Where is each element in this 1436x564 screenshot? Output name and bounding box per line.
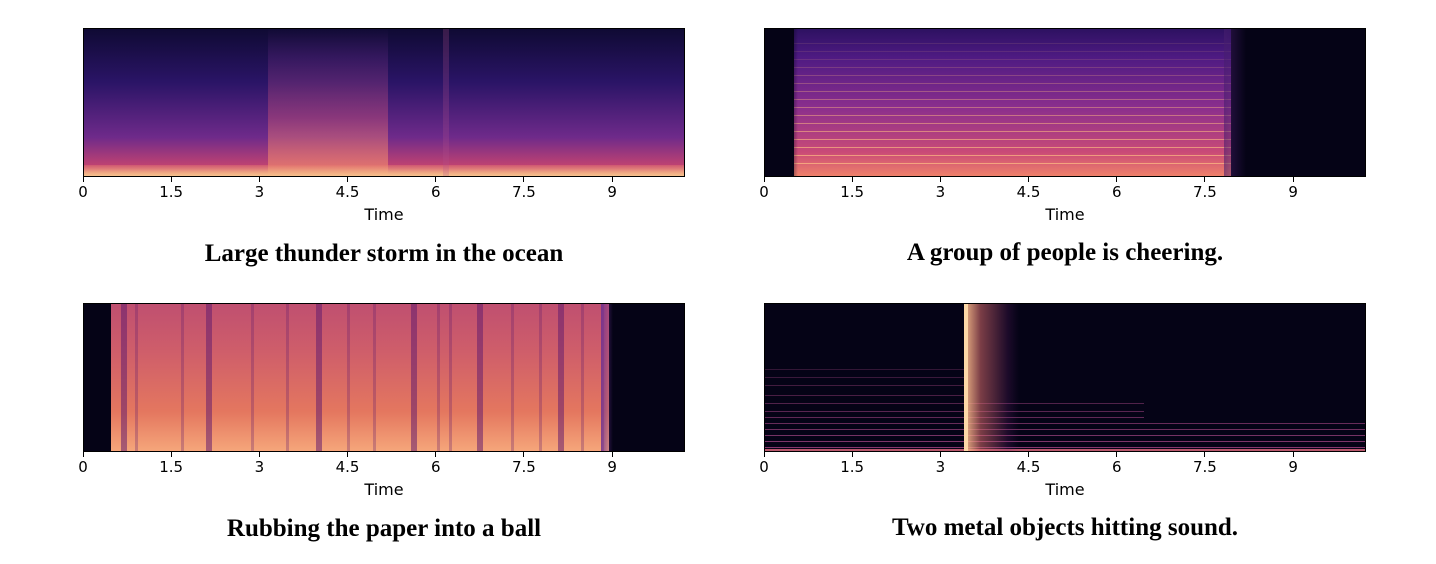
spectrogram-image	[83, 303, 685, 452]
x-axis-label: Time	[1045, 205, 1085, 224]
x-tick-label: 4.5	[1016, 183, 1041, 201]
x-tick-label: 4.5	[335, 183, 360, 201]
spectrogram-panel-metal: 0 1.5 3 4.5 6 7.5 9 Time Two metal objects hitt…	[759, 303, 1366, 553]
x-axis: 0 1.5 3 4.5 6 7.5 9 Time	[759, 177, 1366, 224]
x-axis-label: Time	[364, 480, 404, 499]
x-tick-mark	[1028, 177, 1030, 182]
spectrogram-panel-cheering: 0 1.5 3 4.5 6 7.5 9 Time A group of people is c…	[759, 28, 1366, 278]
x-tick-label: 4.5	[335, 458, 360, 476]
x-tick-mark	[82, 177, 84, 182]
x-tick-mark	[82, 452, 84, 457]
x-tick-label: 9	[607, 458, 617, 476]
x-tick-label: 0	[759, 183, 769, 201]
x-tick-mark	[1204, 452, 1206, 457]
x-tick-mark	[851, 452, 853, 457]
panel-caption: Rubbing the paper into a ball	[226, 515, 542, 542]
x-tick-label: 1.5	[159, 458, 184, 476]
x-tick-mark	[435, 177, 437, 182]
x-tick-mark	[170, 452, 172, 457]
x-tick-mark	[347, 177, 349, 182]
x-tick-mark	[1292, 177, 1294, 182]
x-axis-label: Time	[364, 205, 404, 224]
x-tick-mark	[763, 177, 765, 182]
x-tick-mark	[611, 177, 613, 182]
x-tick-mark	[763, 452, 765, 457]
x-tick-mark	[1028, 452, 1030, 457]
x-tick-label: 3	[935, 183, 946, 201]
x-tick-label: 1.5	[159, 183, 184, 201]
x-tick-mark	[347, 452, 349, 457]
spectrogram-panel-thunder: 0 1.5 3 4.5 6 7.5 9 Time Large thunder storm in…	[78, 28, 685, 278]
x-tick-label: 4.5	[1016, 458, 1041, 476]
x-tick-label: 3	[254, 183, 265, 201]
x-tick-mark	[523, 452, 525, 457]
x-tick-mark	[1116, 177, 1118, 182]
x-tick-label: 9	[607, 183, 617, 201]
x-tick-label: 6	[430, 458, 441, 476]
x-axis: 0 1.5 3 4.5 6 7.5 9 Time	[78, 452, 685, 499]
x-tick-label: 6	[430, 183, 441, 201]
x-tick-label: 3	[935, 458, 946, 476]
x-tick-mark	[611, 452, 613, 457]
x-tick-label: 9	[1288, 183, 1298, 201]
spectrogram-image	[764, 28, 1366, 177]
x-tick-label: 0	[78, 458, 88, 476]
x-tick-label: 7.5	[511, 183, 536, 201]
panel-caption: A group of people is cheering.	[906, 239, 1224, 266]
x-tick-label: 0	[78, 183, 88, 201]
x-tick-label: 0	[759, 458, 769, 476]
x-tick-label: 6	[1111, 183, 1122, 201]
panel-caption: Two metal objects hitting sound.	[891, 514, 1239, 541]
x-tick-mark	[170, 177, 172, 182]
x-tick-mark	[435, 452, 437, 457]
x-axis: 0 1.5 3 4.5 6 7.5 9 Time	[759, 452, 1366, 499]
x-tick-label: 7.5	[1192, 458, 1217, 476]
x-tick-label: 7.5	[511, 458, 536, 476]
x-tick-mark	[851, 177, 853, 182]
x-tick-label: 1.5	[840, 183, 865, 201]
x-tick-mark	[939, 452, 941, 457]
x-tick-label: 7.5	[1192, 183, 1217, 201]
x-tick-mark	[939, 177, 941, 182]
x-tick-label: 3	[254, 458, 265, 476]
x-tick-mark	[1204, 177, 1206, 182]
spectrogram-panel-paper: 0 1.5 3 4.5 6 7.5 9 Time Rubbing the paper into…	[78, 303, 685, 553]
x-axis: 0 1.5 3 4.5 6 7.5 9 Time	[78, 177, 685, 224]
spectrogram-image	[83, 28, 685, 177]
panel-caption: Large thunder storm in the ocean	[204, 240, 564, 267]
x-tick-label: 1.5	[840, 458, 865, 476]
x-tick-mark	[1292, 452, 1294, 457]
x-axis-label: Time	[1045, 480, 1085, 499]
x-tick-mark	[258, 452, 260, 457]
x-tick-label: 9	[1288, 458, 1298, 476]
x-tick-mark	[258, 177, 260, 182]
x-tick-mark	[1116, 452, 1118, 457]
x-tick-label: 6	[1111, 458, 1122, 476]
x-tick-mark	[523, 177, 525, 182]
spectrogram-image	[764, 303, 1366, 452]
